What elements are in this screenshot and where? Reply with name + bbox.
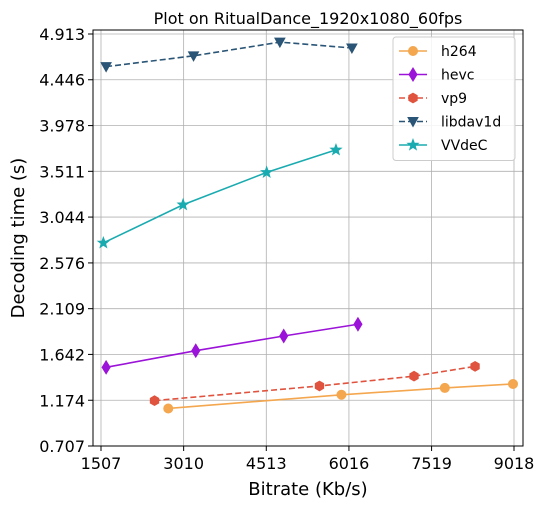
y-tick-label: 2.576 [39,254,85,273]
data-point [314,380,325,392]
legend-item-hevc: hevc [399,67,474,84]
y-tick-label: 0.707 [39,437,85,456]
data-point [353,316,363,332]
data-point [96,236,110,249]
series-line [106,41,352,68]
legend-label: vp9 [441,91,467,107]
legend-item-vvdec: VVdeC [399,138,488,154]
data-point [176,197,190,211]
legend: h264 hevc vp9 libdav1d VVdeC [392,36,516,161]
data-point [439,382,450,393]
data-point [336,389,347,400]
data-point [149,395,160,407]
x-tick-label: 1507 [81,454,122,473]
x-axis: 1507 3010 4513 6016 7519 9018 [81,446,535,473]
y-axis: 0.707 1.174 1.642 2.109 2.576 3.044 3.511 3.978… [39,25,93,456]
y-tick-label: 3.511 [39,162,85,181]
legend-label: libdav1d [441,115,501,131]
series-vp9 [149,360,480,407]
legend-box [392,36,516,161]
data-point [100,62,112,73]
legend-marker [406,138,420,151]
series-libdav1d [100,37,358,73]
y-tick-label: 3.978 [39,117,85,136]
data-point [260,165,274,179]
series-vvdec [96,142,343,249]
legend-label: VVdeC [441,138,488,154]
y-tick-label: 4.446 [39,71,85,90]
x-tick-label: 9018 [494,454,535,473]
data-point [279,328,289,344]
legend-label: h264 [441,44,477,60]
y-tick-label: 1.174 [39,391,85,410]
legend-item-libdav1d: libdav1d [399,115,501,131]
data-point [163,403,174,414]
x-tick-label: 4513 [246,454,287,473]
data-point [409,370,419,382]
series-h264 [163,378,519,414]
legend-item-vp9: vp9 [399,91,467,107]
data-point [508,378,519,389]
series-line [154,365,476,402]
y-tick-label: 3.044 [39,208,85,227]
x-axis-label: Bitrate (Kb/s) [248,479,367,500]
data-point [274,37,286,49]
data-point [329,142,343,156]
data-point [101,359,111,375]
data-point [187,51,200,62]
x-tick-label: 3010 [163,454,204,473]
legend-marker [408,67,418,82]
data-point [346,43,358,55]
x-tick-label: 7519 [411,454,452,473]
y-axis-label: Decoding time (s) [8,158,29,319]
data-point [191,343,201,359]
y-tick-label: 2.109 [39,300,85,319]
series-line [103,149,337,244]
legend-marker [408,92,418,104]
series-line [105,323,359,369]
series-hevc [101,316,363,375]
legend-label: hevc [441,68,474,84]
y-tick-label: 4.913 [39,25,85,44]
y-tick-label: 1.642 [39,345,85,364]
legend-marker [407,117,419,128]
plot-series [96,37,519,414]
chart-title: Plot on RitualDance_1920x1080_60fps [154,9,463,29]
data-point [470,360,480,372]
series-line [168,383,514,410]
legend-marker [408,46,418,56]
plot-frame [92,29,524,447]
legend-item-h264: h264 [399,44,477,60]
x-tick-label: 6016 [329,454,370,473]
